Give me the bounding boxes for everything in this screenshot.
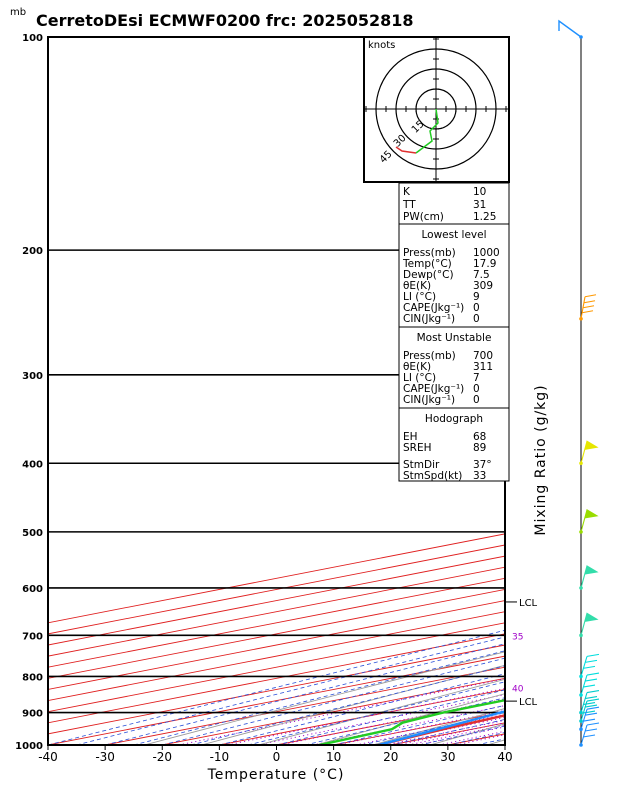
panel-row-value: 10 (473, 186, 486, 198)
x-tick-label: -20 (152, 750, 172, 764)
pressure-tick-label: 500 (22, 528, 43, 539)
isotherm-label: 35 (512, 632, 523, 642)
panel-row-label: TT (402, 199, 416, 211)
mixing-ratio-line (408, 588, 618, 745)
wind-barb-staff (581, 613, 597, 635)
panel-row-value: 0 (473, 394, 480, 406)
wind-barb-staff (581, 441, 597, 463)
x-axis-label: Temperature (°C) (207, 767, 345, 783)
lcl-label: LCL (519, 697, 538, 708)
isotherm (562, 37, 618, 745)
panel-header: Most Unstable (417, 332, 492, 344)
panel-row-label: K (403, 186, 411, 198)
panel-row-value: 89 (473, 442, 486, 454)
panel-row-value: 0 (473, 313, 480, 325)
lcl-label: LCL (519, 598, 538, 609)
isotherm-label: 40 (512, 685, 524, 695)
pressure-tick-label: 400 (22, 459, 43, 470)
panel-row-label: CIN(Jkg⁻¹) (403, 394, 455, 406)
moist-adiabat (162, 250, 618, 745)
panel-row-value: 31 (473, 199, 486, 211)
background-grid (0, 37, 618, 745)
axes: 1002003004005006007008009001000-40-30-20… (15, 33, 618, 764)
pressure-tick-label: 700 (22, 631, 43, 642)
wind-barb (579, 510, 597, 534)
chart-title: CerretoDEsi ECMWF0200 frc: 2025052818 (36, 11, 414, 30)
wind-barb (579, 699, 599, 723)
panel-row-label: PW(cm) (403, 211, 444, 223)
wind-barb (579, 441, 597, 465)
unit-mb-label: mb (10, 7, 26, 18)
wind-barb (579, 566, 597, 590)
pressure-tick-label: 100 (22, 33, 43, 44)
mixing-ratio-line (258, 588, 618, 745)
wind-barb-staff (581, 723, 599, 745)
wind-barb-staff (581, 295, 596, 319)
dry-adiabat (601, 37, 618, 745)
pressure-tick-label: 900 (22, 709, 43, 720)
wind-barb-staff (581, 510, 597, 532)
wind-barb (579, 707, 599, 731)
wind-barb (579, 613, 597, 637)
panel-row-label: CIN(Jkg⁻¹) (403, 313, 455, 325)
panel-header: Hodograph (425, 413, 483, 425)
pressure-tick-label: 200 (22, 246, 43, 257)
wind-barb (579, 295, 596, 321)
wind-barb-staff (559, 21, 581, 37)
isotherm (0, 37, 618, 745)
panel-row-value: 33 (473, 470, 486, 482)
pressure-tick-label: 300 (22, 371, 43, 382)
wind-barb (559, 21, 583, 39)
x-tick-label: -10 (210, 750, 230, 764)
x-tick-label: -30 (95, 750, 115, 764)
wind-barb-staff (581, 691, 599, 713)
wind-profile (559, 21, 599, 747)
pressure-tick-label: 800 (22, 672, 43, 683)
panel-header: Lowest level (421, 229, 486, 241)
panel-row-label: SREH (403, 442, 432, 454)
x-tick-label: 40 (497, 750, 512, 764)
x-tick-label: 30 (440, 750, 455, 764)
y-axis-label-right: Mixing Ratio (g/kg) (533, 384, 549, 535)
hodograph-unit: knots (368, 40, 395, 51)
panel-row-label: StmSpd(kt) (403, 470, 462, 482)
x-tick-label: 10 (326, 750, 341, 764)
x-tick-label: 20 (383, 750, 398, 764)
wind-barb-staff (581, 566, 597, 588)
pressure-tick-label: 600 (22, 584, 43, 595)
panel-row-value: 1.25 (473, 211, 496, 223)
x-tick-label: -40 (38, 750, 58, 764)
moist-adiabat (505, 250, 618, 745)
x-tick-label: 0 (273, 750, 281, 764)
